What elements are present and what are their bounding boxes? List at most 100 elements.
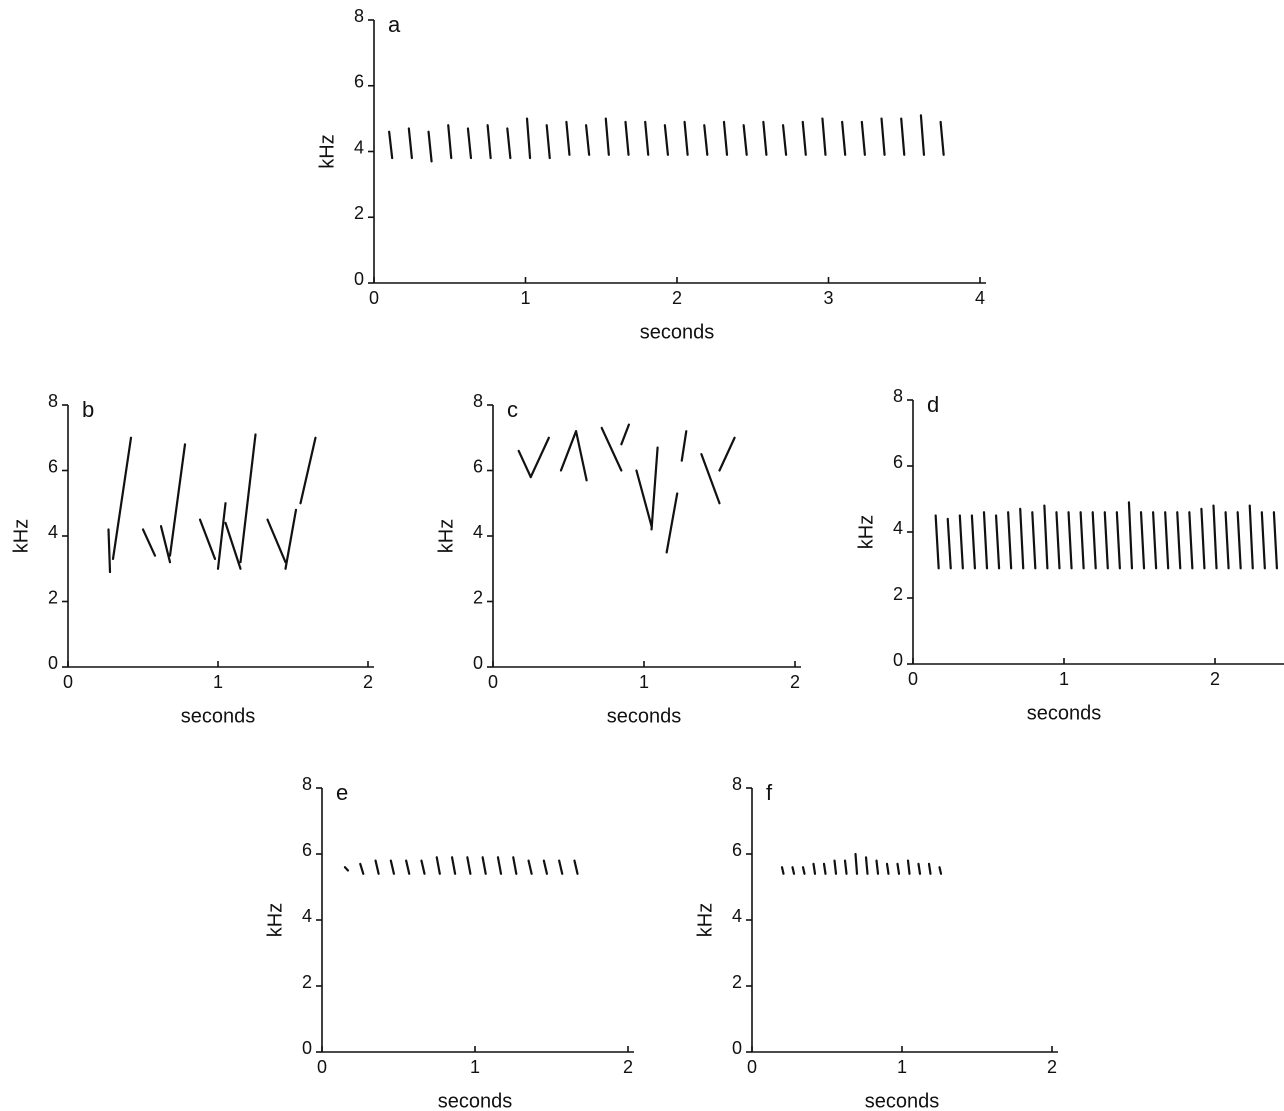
syllable [1226,512,1229,568]
x-tick-label: 2 [363,672,373,692]
syllable [360,864,363,874]
syllable [783,125,786,155]
syllable [483,857,486,874]
y-tick-label: 8 [473,391,483,411]
syllable [286,510,297,569]
y-tick-label: 6 [893,452,903,472]
syllable [667,493,678,552]
y-axis-label: kHz [694,903,716,937]
syllable [448,125,451,158]
syllable [1165,512,1168,568]
y-tick-label: 2 [354,203,364,223]
syllable [507,128,510,158]
syllable [929,864,931,874]
x-axis-label: seconds [607,705,682,727]
y-axis-label: kHz [435,519,457,553]
x-tick-label: 1 [897,1057,907,1077]
syllable [842,122,845,155]
syllable [161,526,170,562]
syllable [948,519,951,569]
y-axis-label: kHz [855,515,877,549]
x-tick-label: 0 [908,669,918,689]
syllable [720,438,735,471]
syllable [835,861,837,874]
syllable [218,503,226,569]
syllable [1093,512,1096,568]
y-tick-label: 8 [732,774,742,794]
syllable [744,125,747,155]
y-tick-label: 2 [473,587,483,607]
syllable [529,861,532,874]
y-tick-label: 6 [354,72,364,92]
syllable [1274,512,1277,568]
syllable [1081,512,1084,568]
syllable [1201,509,1204,568]
syllable [544,861,547,874]
syllable [1189,512,1192,568]
x-axis-label: seconds [181,705,256,727]
syllable [468,128,471,158]
y-tick-label: 6 [48,456,58,476]
syllable [241,434,256,562]
y-tick-label: 0 [354,269,364,289]
syllable [936,516,939,569]
syllable [437,857,440,874]
syllable [814,864,816,874]
y-tick-label: 0 [48,653,58,673]
syllable [898,864,900,874]
syllable [376,861,379,874]
syllable [452,857,455,874]
y-axis-label: kHz [264,903,286,937]
y-tick-label: 0 [893,650,903,670]
y-tick-label: 0 [302,1038,312,1058]
y-tick-label: 4 [354,137,364,157]
y-tick-label: 4 [48,522,58,542]
x-tick-label: 1 [213,672,223,692]
y-tick-label: 2 [48,587,58,607]
x-tick-label: 4 [975,288,985,308]
figure: 0123402468asecondskHz01202468bsecondskHz… [0,0,1284,1111]
syllable [856,854,858,874]
x-tick-label: 2 [623,1057,633,1077]
x-axis-label: seconds [865,1090,940,1111]
syllable [940,867,942,874]
syllable [391,861,394,874]
syllable [921,115,924,154]
x-axis-label: seconds [438,1090,513,1111]
syllable [704,125,707,155]
panel-label: a [388,12,401,37]
syllable [803,867,805,874]
syllable [1056,512,1059,568]
syllable [561,431,576,470]
y-axis-label: kHz [10,519,32,553]
syllable [519,451,531,477]
x-tick-label: 1 [639,672,649,692]
syllable [566,122,569,155]
syllable [621,425,629,445]
syllable [665,125,668,155]
syllable [763,122,766,155]
y-tick-label: 8 [302,774,312,794]
panel-label: b [82,397,94,422]
syllable [200,520,215,559]
y-tick-label: 8 [893,386,903,406]
syllable [574,861,577,874]
y-tick-label: 8 [354,6,364,26]
syllable [1020,509,1023,568]
syllable [1069,512,1072,568]
syllable [887,864,889,874]
syllable [226,523,241,569]
syllable [877,861,879,874]
syllable [488,125,491,158]
syllable [531,438,549,477]
syllable [1177,512,1180,568]
x-tick-label: 1 [470,1057,480,1077]
y-tick-label: 0 [732,1038,742,1058]
syllable [547,125,550,158]
syllable [576,431,587,480]
x-axis-label: seconds [1027,702,1102,724]
syllable [268,520,286,563]
syllable [170,444,185,555]
syllable [803,122,806,155]
x-tick-label: 0 [369,288,379,308]
